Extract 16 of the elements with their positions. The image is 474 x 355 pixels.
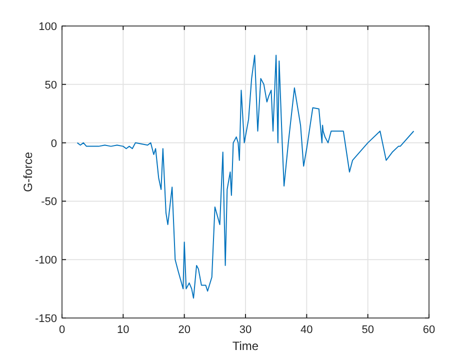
y-tick-label: 0: [50, 138, 57, 150]
line-series: [76, 54, 414, 299]
x-tick-label: 40: [300, 324, 313, 336]
x-tick-label: 0: [58, 324, 66, 336]
x-tick-label: 50: [362, 324, 374, 336]
x-axis-title: Time: [232, 339, 259, 353]
y-tick-label: -150: [34, 313, 57, 325]
x-tick-label: 30: [239, 324, 252, 336]
x-tick-label: 60: [422, 324, 436, 336]
x-tick-label: 10: [117, 324, 130, 336]
y-axis-title: G-force: [21, 152, 35, 192]
y-tick-label: 100: [38, 21, 57, 33]
y-tick-label: -50: [41, 196, 57, 208]
x-tick-label: 20: [178, 324, 190, 336]
y-tick-label: -100: [34, 254, 57, 267]
y-tick-label: 50: [44, 79, 57, 92]
